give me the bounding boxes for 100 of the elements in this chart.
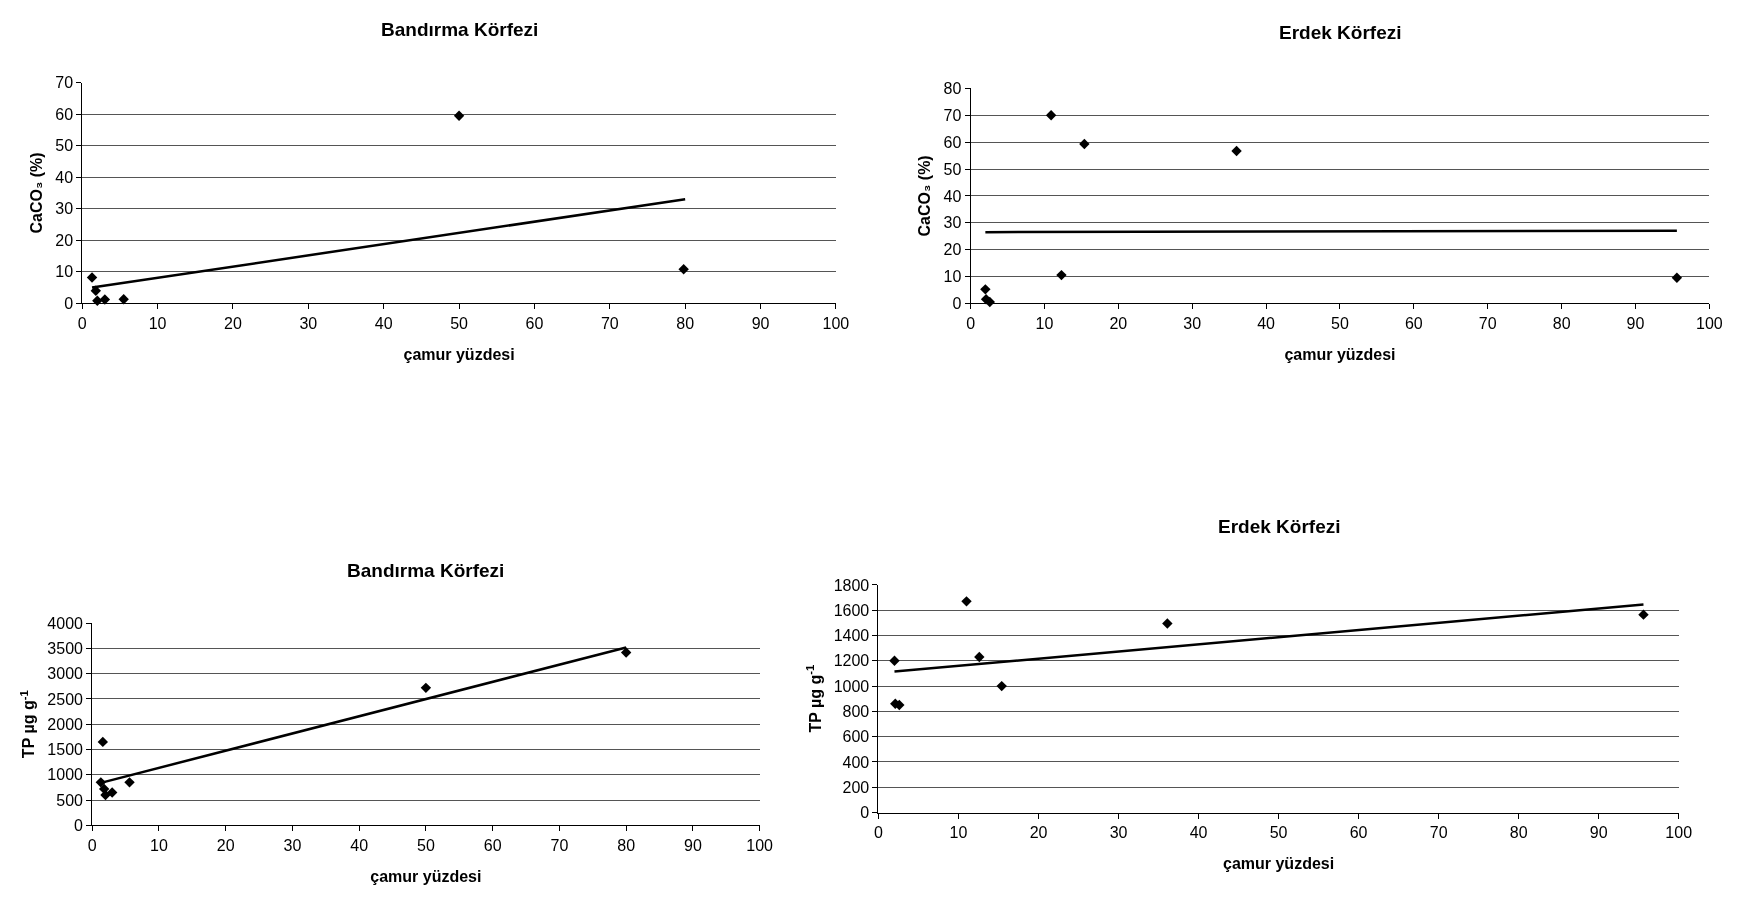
- y-tick-label: 10: [943, 268, 962, 286]
- point: [1638, 609, 1649, 620]
- x-tick-label: 30: [299, 314, 318, 332]
- point: [86, 272, 98, 283]
- point: [1162, 618, 1173, 629]
- x-tick-label: 70: [1429, 823, 1448, 841]
- x-tick-label: 0: [966, 314, 976, 332]
- chart-title: Bandırma Körfezi: [381, 19, 539, 40]
- y-tick-label: 1000: [47, 766, 84, 784]
- y-tick-label: 50: [943, 160, 962, 178]
- x-tick-label: 50: [450, 314, 469, 332]
- x-axis-title: çamur yüzdesi: [1223, 855, 1335, 873]
- x-tick-label: 60: [1404, 314, 1423, 332]
- y-tick-label: 400: [842, 753, 870, 771]
- y-tick-label: 1800: [833, 576, 870, 594]
- x-tick-label: 20: [1109, 314, 1128, 332]
- y-tick-label: 30: [55, 200, 74, 218]
- x-tick-label: 100: [746, 836, 774, 854]
- point: [678, 264, 689, 275]
- x-tick-label: 20: [224, 314, 242, 332]
- y-tick-label: 1200: [833, 652, 870, 670]
- x-tick-label: 40: [374, 314, 393, 332]
- y-tick-label: 60: [943, 133, 962, 151]
- y-tick-label: 30: [943, 214, 962, 232]
- x-axis-title: çamur yüzdesi: [403, 346, 515, 364]
- point: [453, 110, 465, 121]
- point: [97, 736, 109, 748]
- x-tick-label: 70: [1478, 314, 1497, 332]
- x-tick-label: 40: [1257, 314, 1276, 332]
- x-tick-label: 90: [683, 836, 702, 854]
- point: [118, 294, 129, 305]
- point: [124, 777, 135, 788]
- point: [1671, 272, 1683, 284]
- y-tick-label: 2500: [47, 690, 84, 708]
- y-tick-label: 50: [55, 137, 74, 155]
- x-tick-label: 0: [87, 836, 97, 854]
- point: [889, 655, 900, 666]
- point: [1079, 138, 1090, 150]
- y-tick-label: 4000: [47, 614, 84, 632]
- point: [420, 682, 432, 694]
- x-tick-label: 90: [1626, 314, 1645, 332]
- y-tick-label: 1500: [47, 741, 84, 759]
- y-tick-label: 60: [55, 105, 74, 123]
- x-tick-label: 100: [1696, 314, 1723, 332]
- y-tick-label: 500: [56, 791, 84, 809]
- y-tick-label: 20: [55, 231, 74, 249]
- y-tick-label: 10: [55, 263, 74, 281]
- x-tick-label: 60: [483, 836, 502, 854]
- y-tick-label: 70: [943, 106, 962, 124]
- x-tick-label: 70: [550, 836, 569, 854]
- y-tick-label: 0: [860, 804, 870, 822]
- y-tick-label: 3000: [47, 665, 84, 683]
- y-tick-label: 80: [943, 80, 962, 98]
- point: [974, 651, 985, 663]
- y-tick-label: 3500: [47, 640, 84, 658]
- x-tick-label: 100: [822, 314, 850, 332]
- x-tick-label: 0: [874, 823, 884, 841]
- y-tick-label: 0: [64, 294, 74, 312]
- x-tick-label: 60: [525, 314, 544, 332]
- y-axis-title: CaCO₃ (%): [916, 155, 934, 237]
- point: [980, 284, 991, 295]
- x-tick-label: 50: [416, 836, 435, 854]
- y-tick-label: 40: [943, 187, 962, 205]
- y-tick-label: 200: [842, 778, 870, 796]
- y-tick-label: 2000: [47, 715, 84, 733]
- x-tick-label: 30: [283, 836, 302, 854]
- x-tick-label: 30: [1183, 314, 1202, 332]
- point: [1056, 269, 1067, 281]
- x-tick-label: 10: [148, 314, 167, 332]
- x-tick-label: 80: [1509, 823, 1528, 841]
- x-tick-label: 90: [1589, 823, 1608, 841]
- y-tick-label: 40: [55, 168, 74, 186]
- x-tick-label: 10: [149, 836, 168, 854]
- x-tick-label: 50: [1331, 314, 1349, 332]
- y-axis-title: CaCO₃ (%): [28, 152, 46, 234]
- x-tick-label: 100: [1665, 823, 1693, 841]
- y-tick-label: 20: [943, 241, 962, 259]
- point: [106, 787, 118, 798]
- x-tick-label: 10: [1035, 314, 1054, 332]
- x-tick-label: 60: [1349, 823, 1368, 841]
- x-tick-label: 40: [350, 836, 369, 854]
- x-tick-label: 70: [600, 314, 619, 332]
- y-tick-label: 1600: [833, 601, 870, 619]
- point: [1045, 110, 1057, 121]
- chart-title: Erdek Körfezi: [1279, 22, 1402, 43]
- y-tick-label: 800: [842, 702, 870, 720]
- chart-title: Erdek Körfezi: [1218, 516, 1341, 537]
- x-tick-label: 30: [1109, 823, 1128, 841]
- x-axis-title: çamur yüzdesi: [370, 868, 482, 886]
- x-tick-label: 20: [216, 836, 235, 854]
- x-tick-label: 50: [1269, 823, 1288, 841]
- x-tick-label: 80: [1552, 314, 1571, 332]
- y-tick-label: 1000: [833, 677, 870, 695]
- point: [1231, 145, 1242, 157]
- x-axis-title: çamur yüzdesi: [1284, 346, 1396, 364]
- x-tick-label: 80: [676, 314, 695, 332]
- x-tick-label: 40: [1189, 823, 1208, 841]
- point: [961, 596, 972, 607]
- x-tick-label: 80: [617, 836, 636, 854]
- point: [996, 680, 1007, 692]
